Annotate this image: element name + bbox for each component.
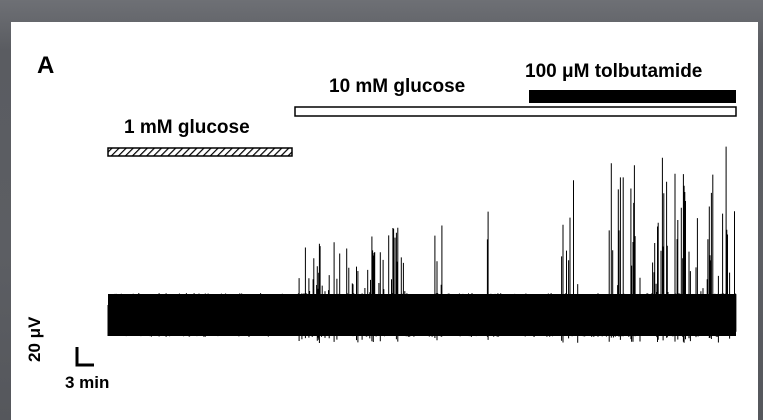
- figure-panel: A 1 mM glucose 10 mM glucose 100 μM tolb…: [11, 22, 758, 420]
- label-10mm-glucose: 10 mM glucose: [329, 76, 466, 97]
- scale-bar: [75, 347, 94, 367]
- panel-letter: A: [37, 52, 55, 79]
- scale-bar-time-label: 3 min: [65, 373, 110, 392]
- recording-figure: [75, 90, 737, 367]
- scale-bar-voltage-label: 20 μV: [25, 316, 44, 362]
- label-1mm-glucose: 1 mM glucose: [124, 117, 250, 138]
- voltage-trace-baseline-band: [108, 294, 736, 336]
- label-tolbutamide: 100 μM tolbutamide: [525, 61, 703, 82]
- bar-1mm-glucose: [107, 147, 293, 157]
- bar-tolbutamide: [529, 90, 736, 103]
- bar-10mm-glucose: [294, 106, 737, 117]
